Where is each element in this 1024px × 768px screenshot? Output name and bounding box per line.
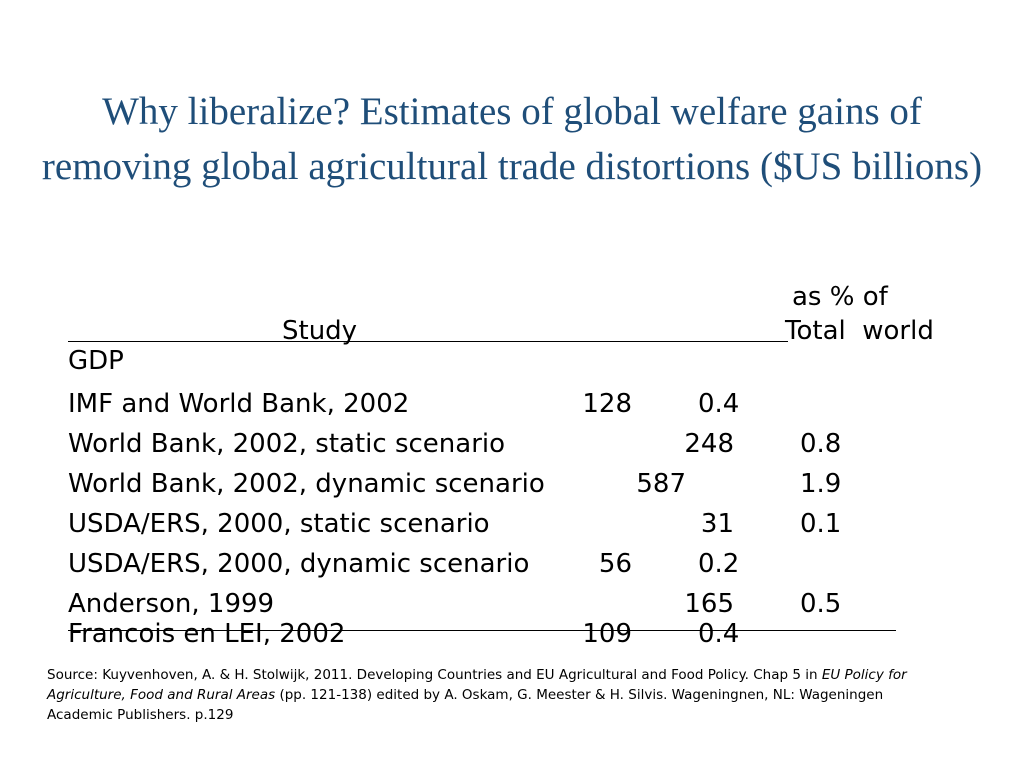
row-value-3: 587 (636, 469, 686, 499)
source-prefix: Source: Kuyvenhoven, A. & H. Stolwijk, 2… (47, 667, 822, 683)
row-pct-3: 1.9 (800, 469, 842, 499)
row-study-5: USDA/ERS, 2000, dynamic scenario (68, 549, 530, 579)
row-pct-5: 0.2 (698, 549, 740, 579)
row-study-1: IMF and World Bank, 2002 (68, 389, 410, 419)
row-pct-6: 0.5 (800, 589, 842, 619)
slide-title: Why liberalize? Estimates of global welf… (41, 90, 983, 188)
row-value-7: 109 (582, 619, 632, 649)
header-study: Study (282, 316, 358, 346)
source-citation: Source: Kuyvenhoven, A. & H. Stolwijk, 2… (47, 665, 947, 725)
row-value-4: 31 (700, 509, 734, 539)
source-book-title: EU Policy for Agriculture, Food and Rura… (47, 667, 907, 703)
row-value-6: 165 (684, 589, 734, 619)
row-value-1: 128 (582, 389, 632, 419)
row-pct-1: 0.4 (698, 389, 740, 419)
row-study-7: Francois en LEI, 2002 (68, 619, 346, 649)
row-study-3: World Bank, 2002, dynamic scenario (68, 469, 545, 499)
row-study-4: USDA/ERS, 2000, static scenario (68, 509, 490, 539)
header-top-rule (68, 341, 788, 342)
row-study-2: World Bank, 2002, static scenario (68, 429, 506, 459)
row-pct-4: 0.1 (800, 509, 842, 539)
source-suffix: (pp. 121-138) edited by A. Oskam, G. Mee… (47, 687, 884, 723)
row-pct-7: 0.4 (698, 619, 740, 649)
row-study-6: Anderson, 1999 (68, 589, 275, 619)
row-value-2: 248 (684, 429, 734, 459)
header-pct-line2: Total world (785, 316, 934, 346)
header-pct-line1: as % of (792, 282, 888, 312)
row-pct-2: 0.8 (800, 429, 842, 459)
table-bottom-rule (68, 630, 896, 631)
header-gdp: GDP (68, 346, 124, 376)
row-value-5: 56 (598, 549, 632, 579)
